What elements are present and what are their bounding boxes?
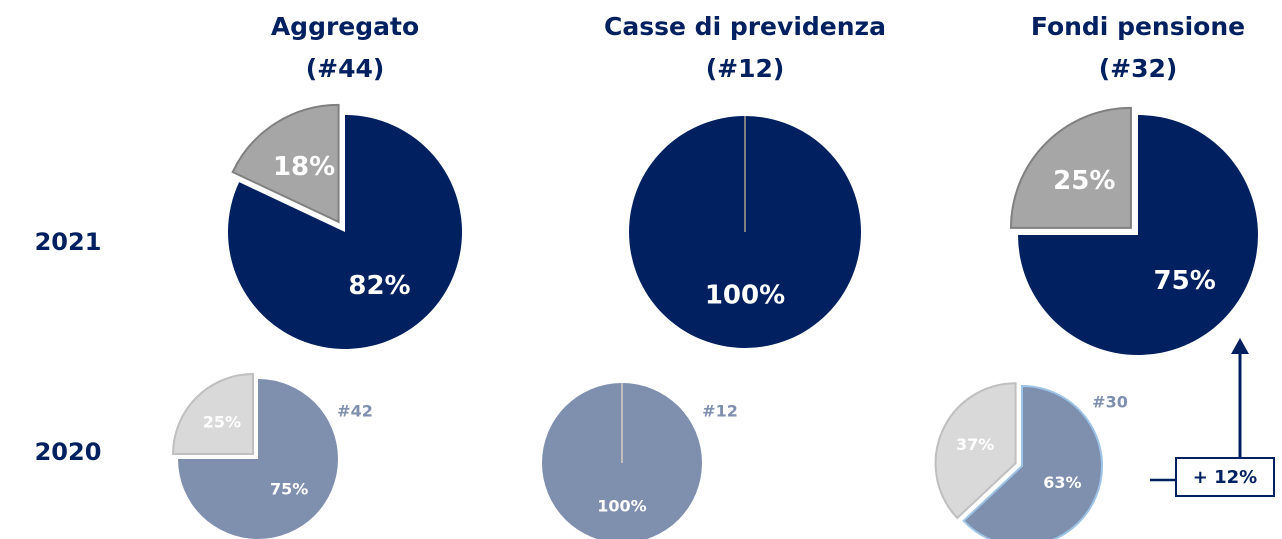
data-label: 75%	[270, 480, 308, 499]
pie-slice	[934, 382, 1017, 520]
chart-title: Fondi pensione	[1031, 12, 1245, 41]
pie-slice	[1018, 115, 1258, 355]
chart-subtitle: (#44)	[306, 54, 385, 83]
annotation-text: + 12%	[1193, 467, 1257, 488]
data-label: 75%	[1154, 266, 1216, 296]
data-label: 100%	[705, 280, 785, 310]
pie-slice	[178, 379, 338, 539]
chart-note: #12	[702, 402, 738, 421]
data-label: 25%	[1053, 166, 1115, 196]
data-label: 25%	[203, 412, 241, 431]
chart-note: #30	[1092, 393, 1128, 412]
chart-title: Casse di previdenza	[604, 12, 886, 41]
row-label: 2020	[35, 438, 102, 466]
arrow-head	[1231, 338, 1249, 354]
data-label: 63%	[1043, 473, 1081, 492]
data-label: 100%	[597, 497, 646, 516]
data-label: 37%	[956, 435, 994, 454]
chart-note: #42	[337, 402, 373, 421]
chart-subtitle: (#32)	[1099, 54, 1178, 83]
annotation-box	[1175, 457, 1275, 497]
pie-slice	[1009, 106, 1132, 229]
chart-subtitle: (#12)	[706, 54, 785, 83]
pie-slice	[172, 373, 255, 456]
data-label: 82%	[348, 271, 410, 301]
pie-slice	[962, 384, 1103, 539]
data-label: 18%	[273, 152, 335, 182]
annotation: + 12%	[1150, 338, 1275, 497]
row-label: 2021	[35, 228, 102, 256]
chart-title: Aggregato	[271, 12, 419, 41]
pie-slice	[231, 103, 340, 224]
pie-slice	[228, 115, 462, 349]
